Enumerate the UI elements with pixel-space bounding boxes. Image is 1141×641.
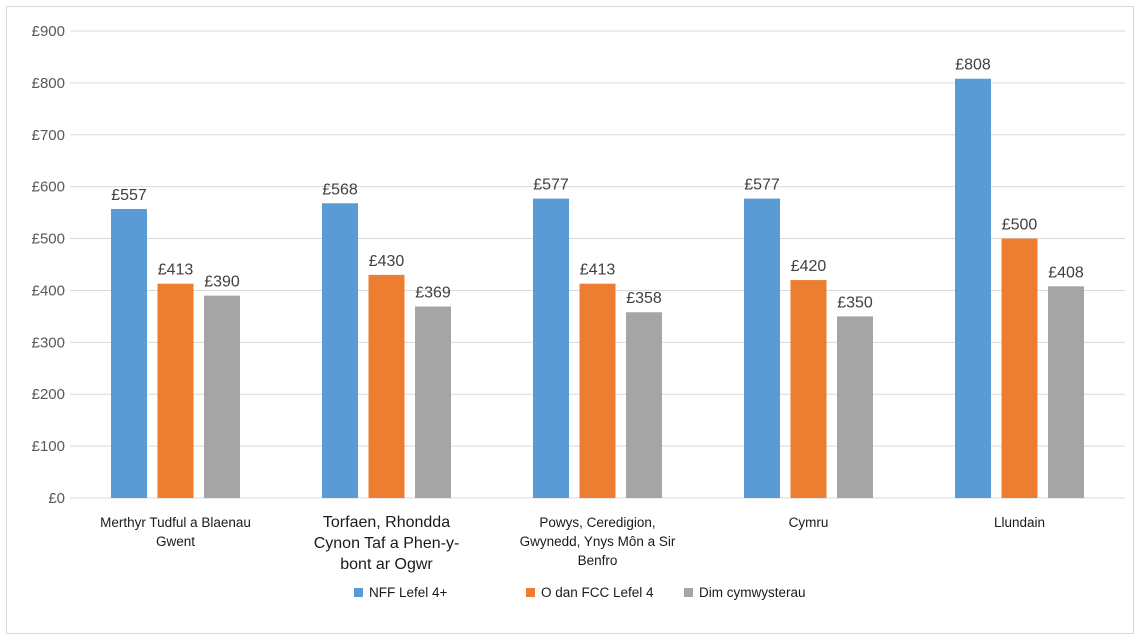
data-label: £369 — [415, 285, 451, 302]
y-tick-label: £900 — [32, 23, 65, 40]
bar — [204, 295, 240, 498]
y-axis-tick-labels: £0 £100 £200 £300 £400 £500 £600 £700 £800 £900 — [32, 23, 65, 507]
bar — [368, 274, 405, 498]
y-tick-label: £500 — [32, 231, 65, 248]
bar — [1048, 286, 1084, 498]
data-label: £430 — [369, 253, 405, 270]
bar — [955, 78, 991, 498]
bar-chart: £0 £100 £200 £300 £400 £500 £600 £700 £800 £900 £… — [32, 23, 1125, 600]
data-label: £413 — [580, 262, 616, 279]
y-tick-label: £800 — [32, 75, 65, 92]
bar — [626, 312, 662, 498]
legend-label: NFF Lefel 4+ — [369, 585, 448, 600]
bar — [533, 198, 569, 498]
data-label: £413 — [158, 262, 194, 279]
legend: NFF Lefel 4+ O dan FCC Lefel 4 Dim cymwyst… — [354, 585, 806, 600]
data-label: £808 — [955, 57, 991, 74]
legend-swatch — [354, 588, 363, 597]
legend-label: O dan FCC Lefel 4 — [541, 585, 654, 600]
y-tick-label: £200 — [32, 386, 65, 403]
x-category-label: Merthyr Tudful a Blaenau Gwent — [100, 515, 251, 549]
data-label: £390 — [204, 274, 240, 291]
x-axis-category-labels: Merthyr Tudful a Blaenau Gwent Torfaen, Rh… — [100, 514, 1045, 573]
x-category-label: Powys, Ceredigion, Gwynedd, Ynys Môn a Si… — [520, 515, 676, 568]
data-label: £568 — [322, 181, 358, 198]
data-label: £350 — [837, 294, 873, 311]
y-tick-label: £0 — [48, 490, 65, 507]
legend-swatch — [526, 588, 535, 597]
data-label: £577 — [533, 177, 569, 194]
bar — [415, 306, 451, 498]
bar — [744, 198, 780, 498]
data-label: £500 — [1002, 217, 1038, 234]
data-label: £408 — [1048, 264, 1084, 281]
legend-swatch — [684, 588, 693, 597]
y-tick-label: £300 — [32, 334, 65, 351]
bar — [322, 203, 358, 498]
y-tick-label: £700 — [32, 127, 65, 144]
bar — [1001, 238, 1038, 499]
data-label: £557 — [111, 187, 147, 204]
data-label: £358 — [626, 290, 662, 307]
x-category-label: Cymru — [789, 515, 829, 530]
bar — [790, 280, 827, 498]
y-tick-label: £600 — [32, 179, 65, 196]
chart-container: £0 £100 £200 £300 £400 £500 £600 £700 £800 £900 £… — [6, 6, 1134, 634]
y-tick-label: £100 — [32, 438, 65, 455]
bars — [111, 78, 1084, 499]
y-tick-label: £400 — [32, 282, 65, 299]
data-labels: £557 £413 £390 £568 £430 £369 £577 £413 £358 £577… — [111, 57, 1084, 312]
x-category-label: Llundain — [994, 515, 1045, 530]
data-label: £420 — [791, 258, 827, 275]
bar — [157, 283, 194, 498]
bar — [837, 316, 873, 498]
data-label: £577 — [744, 177, 780, 194]
bar — [579, 283, 616, 498]
x-category-label: Torfaen, Rhondda Cynon Taf a Phen-y-bont … — [314, 514, 460, 573]
bar — [111, 208, 147, 498]
legend-label: Dim cymwysterau — [699, 585, 806, 600]
